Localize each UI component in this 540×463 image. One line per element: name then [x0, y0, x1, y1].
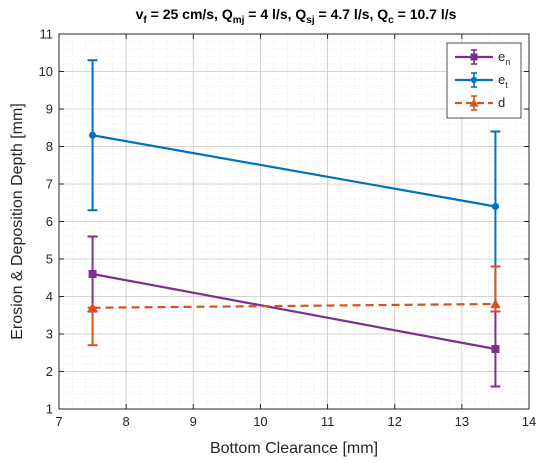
- x-tick-label: 8: [123, 414, 130, 429]
- x-tick-label: 13: [455, 414, 469, 429]
- data-point-d: [490, 298, 501, 309]
- x-tick-label: 14: [522, 414, 536, 429]
- y-axis-label: Erosion & Deposition Depth [mm]: [9, 103, 26, 340]
- series-layer: [87, 59, 501, 388]
- series-line-e-n: [92, 272, 496, 351]
- y-tick-label: 2: [46, 364, 53, 379]
- y-tick-label: 3: [46, 327, 53, 342]
- y-tick-label: 8: [46, 139, 53, 154]
- legend-label-e-n: en: [498, 49, 510, 67]
- y-tick-label: 7: [46, 177, 53, 192]
- y-tick-label: 10: [39, 64, 53, 79]
- legend-marker-d: [469, 98, 479, 107]
- data-point-e-n: [491, 345, 500, 353]
- x-tick-label: 12: [387, 414, 401, 429]
- y-tick-label: 6: [46, 214, 53, 229]
- data-point-e-t: [491, 202, 500, 211]
- legend-label-d: d: [498, 95, 505, 110]
- data-point-d: [87, 302, 98, 312]
- series-e-n: [87, 235, 501, 388]
- chart-title: vf = 25 cm/s, Qmj = 4 l/s, Qsj = 4.7 l/s…: [136, 6, 457, 26]
- legend-label-e-t: et: [498, 72, 508, 90]
- y-tick-label: 9: [46, 102, 53, 117]
- data-point-e-t: [88, 131, 97, 139]
- x-tick-label: 10: [253, 414, 267, 429]
- y-tick-label: 4: [46, 289, 53, 304]
- x-axis-label: Bottom Clearance [mm]: [210, 440, 378, 457]
- legend: en et d: [446, 42, 522, 119]
- x-tick-label: 11: [321, 414, 335, 429]
- y-tick-label: 11: [40, 27, 54, 42]
- x-tick-label: 9: [190, 414, 197, 429]
- series-d: [87, 265, 501, 347]
- y-tick-label: 1: [46, 402, 53, 417]
- legend-marker-e-n: [470, 53, 478, 61]
- legend-marker-e-t: [470, 76, 478, 84]
- x-tick-label: 7: [55, 414, 62, 429]
- series-line-d: [92, 302, 496, 309]
- series-line-e-t: [92, 134, 496, 208]
- y-tick-label: 5: [46, 252, 53, 267]
- data-point-e-n: [88, 270, 97, 278]
